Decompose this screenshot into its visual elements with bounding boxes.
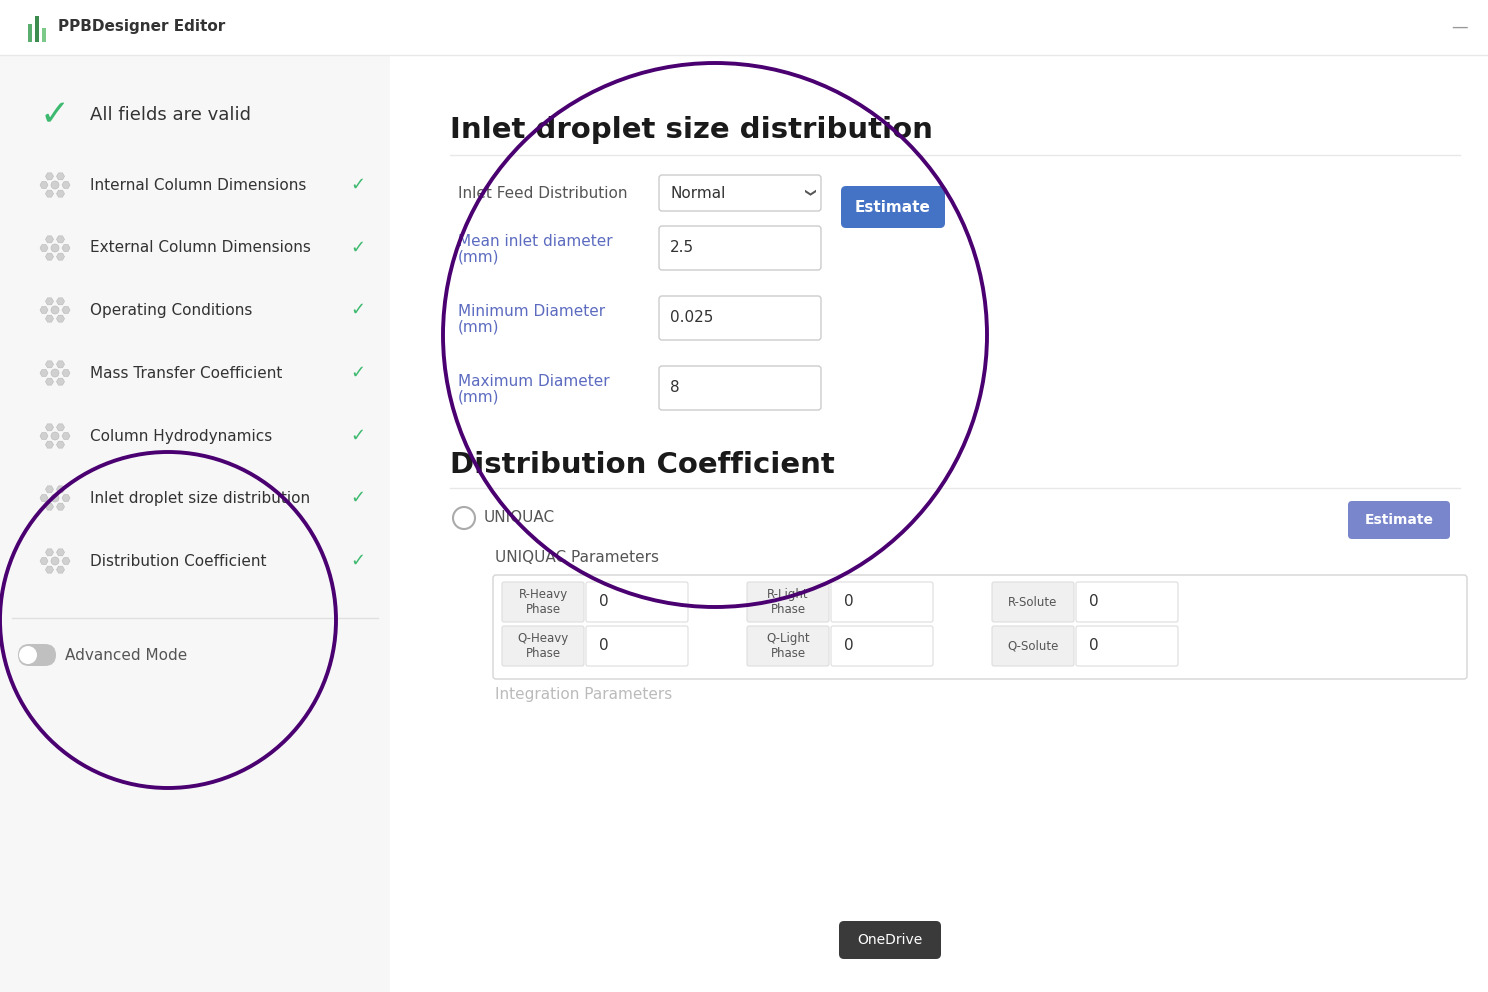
FancyBboxPatch shape bbox=[390, 0, 1488, 992]
Polygon shape bbox=[46, 566, 54, 573]
Polygon shape bbox=[57, 486, 64, 493]
Circle shape bbox=[51, 306, 60, 314]
Text: (mm): (mm) bbox=[458, 319, 500, 334]
Text: UNIQUAC: UNIQUAC bbox=[484, 511, 555, 526]
Text: Minimum Diameter: Minimum Diameter bbox=[458, 304, 606, 318]
Text: Mass Transfer Coefficient: Mass Transfer Coefficient bbox=[89, 365, 283, 381]
Text: Distribution Coefficient: Distribution Coefficient bbox=[89, 554, 266, 568]
FancyBboxPatch shape bbox=[659, 226, 821, 270]
Text: —: — bbox=[1451, 18, 1469, 36]
FancyBboxPatch shape bbox=[1076, 626, 1178, 666]
Polygon shape bbox=[62, 245, 70, 251]
Polygon shape bbox=[46, 253, 54, 260]
Circle shape bbox=[51, 432, 60, 440]
Text: ✓: ✓ bbox=[351, 364, 366, 382]
Circle shape bbox=[51, 181, 60, 189]
Text: OneDrive: OneDrive bbox=[857, 933, 923, 947]
Polygon shape bbox=[57, 190, 64, 197]
Text: ❯: ❯ bbox=[802, 188, 814, 197]
Circle shape bbox=[51, 494, 60, 502]
Polygon shape bbox=[57, 441, 64, 448]
Polygon shape bbox=[46, 173, 54, 180]
FancyBboxPatch shape bbox=[18, 644, 57, 666]
Polygon shape bbox=[46, 190, 54, 197]
Polygon shape bbox=[62, 495, 70, 502]
Polygon shape bbox=[62, 182, 70, 188]
Text: R-Heavy
Phase: R-Heavy Phase bbox=[518, 588, 567, 616]
Text: Maximum Diameter: Maximum Diameter bbox=[458, 374, 610, 389]
Text: R-Light
Phase: R-Light Phase bbox=[768, 588, 809, 616]
Polygon shape bbox=[57, 503, 64, 510]
Text: Column Hydrodynamics: Column Hydrodynamics bbox=[89, 429, 272, 443]
Text: Mean inlet diameter: Mean inlet diameter bbox=[458, 233, 613, 249]
Polygon shape bbox=[46, 236, 54, 243]
FancyBboxPatch shape bbox=[493, 575, 1467, 679]
Polygon shape bbox=[57, 549, 64, 556]
Text: ✓: ✓ bbox=[40, 98, 70, 132]
Circle shape bbox=[51, 244, 60, 252]
Polygon shape bbox=[46, 424, 54, 431]
Polygon shape bbox=[46, 486, 54, 493]
Text: ✓: ✓ bbox=[351, 176, 366, 194]
Text: All fields are valid: All fields are valid bbox=[89, 106, 251, 124]
Text: Q-Heavy
Phase: Q-Heavy Phase bbox=[518, 632, 568, 660]
Text: 2.5: 2.5 bbox=[670, 240, 693, 256]
Polygon shape bbox=[62, 558, 70, 564]
Polygon shape bbox=[57, 378, 64, 385]
FancyBboxPatch shape bbox=[747, 582, 829, 622]
Circle shape bbox=[19, 646, 37, 664]
Text: Inlet droplet size distribution: Inlet droplet size distribution bbox=[449, 116, 933, 144]
Polygon shape bbox=[62, 370, 70, 377]
Polygon shape bbox=[46, 298, 54, 305]
Text: 0: 0 bbox=[600, 639, 609, 654]
Polygon shape bbox=[62, 307, 70, 313]
Polygon shape bbox=[40, 182, 48, 188]
Text: 0: 0 bbox=[1089, 594, 1098, 609]
Circle shape bbox=[452, 507, 475, 529]
Circle shape bbox=[51, 557, 60, 565]
Circle shape bbox=[51, 369, 60, 377]
FancyBboxPatch shape bbox=[659, 366, 821, 410]
Text: 0.025: 0.025 bbox=[670, 310, 713, 325]
FancyBboxPatch shape bbox=[28, 24, 33, 42]
FancyBboxPatch shape bbox=[841, 186, 945, 228]
Polygon shape bbox=[40, 495, 48, 502]
Text: Integration Parameters: Integration Parameters bbox=[496, 687, 673, 702]
Text: ✓: ✓ bbox=[351, 301, 366, 319]
Text: Internal Column Dimensions: Internal Column Dimensions bbox=[89, 178, 307, 192]
Polygon shape bbox=[46, 378, 54, 385]
FancyBboxPatch shape bbox=[830, 626, 933, 666]
FancyBboxPatch shape bbox=[0, 0, 390, 992]
Text: 8: 8 bbox=[670, 381, 680, 396]
Polygon shape bbox=[57, 298, 64, 305]
Text: Distribution Coefficient: Distribution Coefficient bbox=[449, 451, 835, 479]
Polygon shape bbox=[40, 245, 48, 251]
Text: ✓: ✓ bbox=[351, 489, 366, 507]
Polygon shape bbox=[57, 566, 64, 573]
Text: R-Solute: R-Solute bbox=[1009, 595, 1058, 608]
FancyBboxPatch shape bbox=[1076, 582, 1178, 622]
Polygon shape bbox=[57, 173, 64, 180]
Polygon shape bbox=[57, 236, 64, 243]
Polygon shape bbox=[57, 315, 64, 322]
FancyBboxPatch shape bbox=[992, 582, 1074, 622]
Text: (mm): (mm) bbox=[458, 390, 500, 405]
Text: PPBDesigner Editor: PPBDesigner Editor bbox=[58, 20, 225, 35]
Polygon shape bbox=[46, 361, 54, 368]
Text: 0: 0 bbox=[1089, 639, 1098, 654]
FancyBboxPatch shape bbox=[586, 582, 687, 622]
FancyBboxPatch shape bbox=[36, 16, 39, 42]
Polygon shape bbox=[62, 433, 70, 439]
FancyBboxPatch shape bbox=[42, 28, 46, 42]
Polygon shape bbox=[40, 433, 48, 439]
FancyBboxPatch shape bbox=[586, 626, 687, 666]
Text: 0: 0 bbox=[844, 594, 854, 609]
Polygon shape bbox=[40, 558, 48, 564]
Text: 0: 0 bbox=[600, 594, 609, 609]
FancyBboxPatch shape bbox=[659, 296, 821, 340]
Text: Estimate: Estimate bbox=[1364, 513, 1433, 527]
FancyBboxPatch shape bbox=[1348, 501, 1449, 539]
Polygon shape bbox=[57, 424, 64, 431]
Text: External Column Dimensions: External Column Dimensions bbox=[89, 240, 311, 256]
